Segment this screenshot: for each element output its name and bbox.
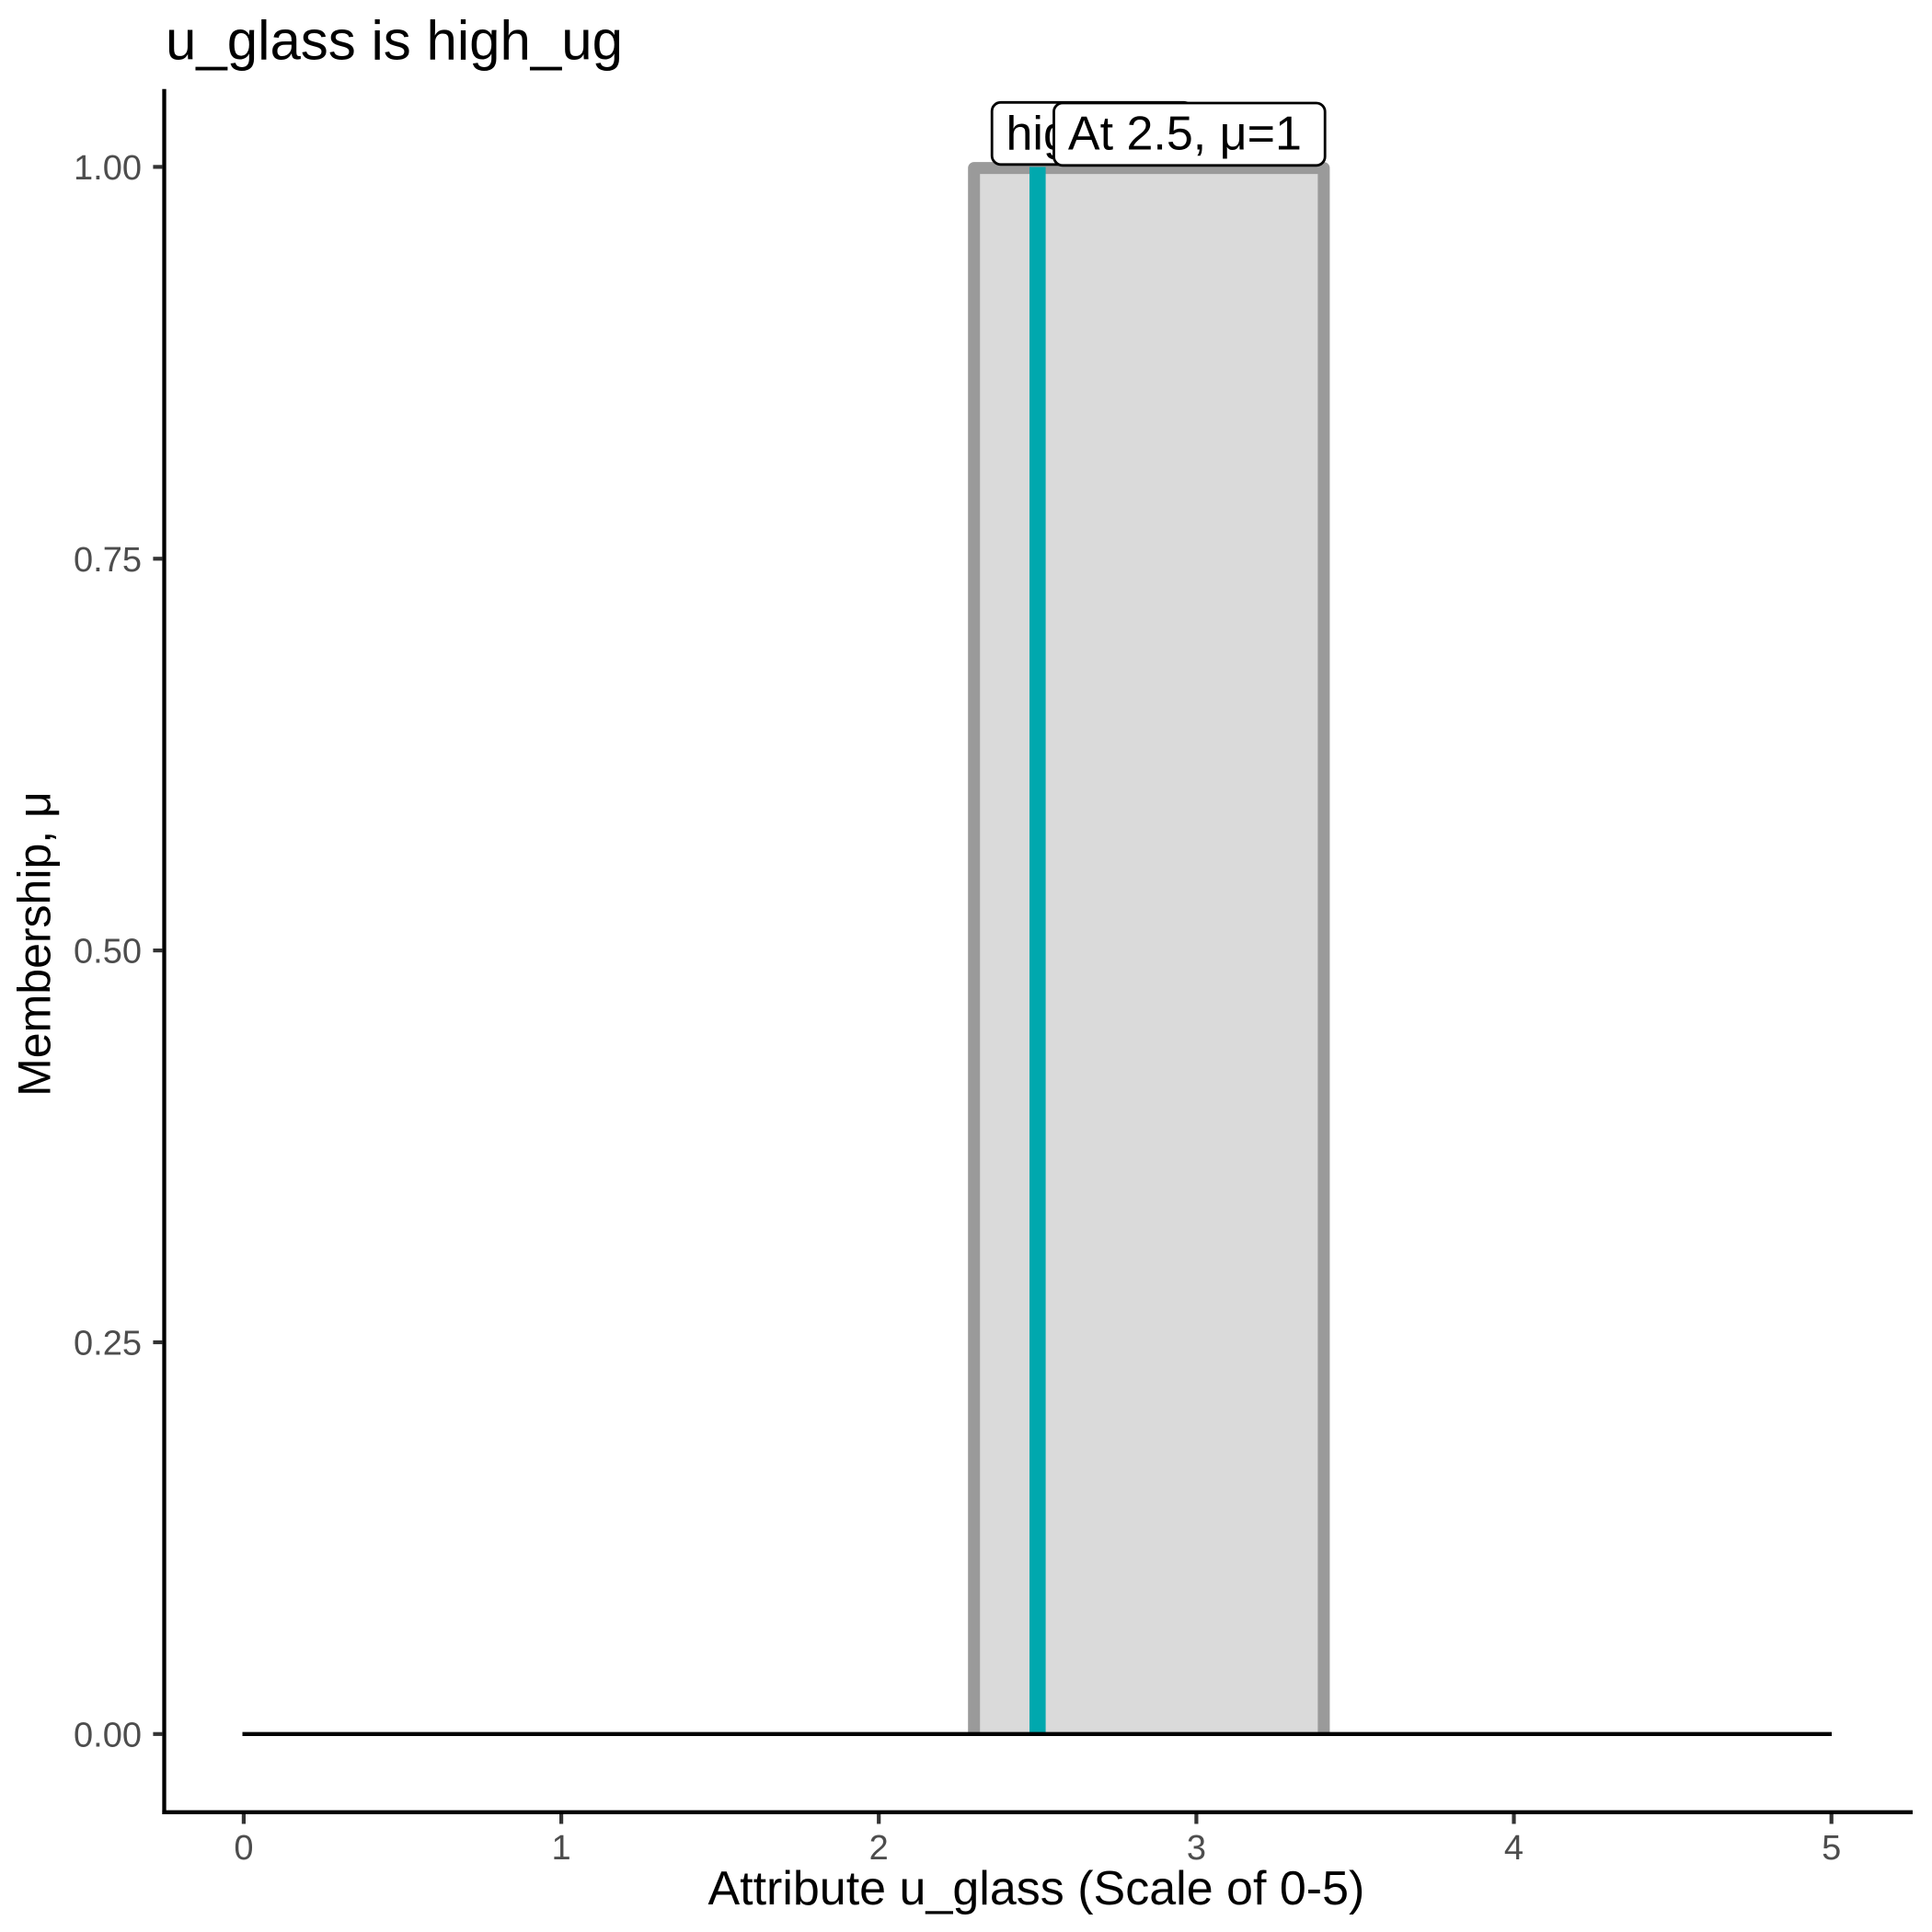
svg-text:0.50: 0.50 [74,933,142,972]
svg-text:4: 4 [1504,1829,1524,1868]
svg-text:Membership, μ: Membership, μ [9,791,61,1097]
svg-text:3: 3 [1187,1829,1206,1868]
svg-text:0.75: 0.75 [74,541,142,580]
svg-text:5: 5 [1822,1829,1841,1868]
svg-text:0.25: 0.25 [74,1325,142,1363]
svg-text:u_glass is high_ug: u_glass is high_ug [166,10,623,72]
svg-text:1.00: 1.00 [74,149,142,188]
svg-text:At 2.5, μ=1: At 2.5, μ=1 [1068,107,1302,160]
svg-text:1: 1 [552,1829,571,1868]
svg-text:Attribute u_glass (Scale of 0-: Attribute u_glass (Scale of 0-5) [707,1862,1364,1915]
svg-text:0: 0 [234,1829,253,1868]
svg-text:0.00: 0.00 [74,1716,142,1754]
svg-text:2: 2 [869,1829,889,1868]
